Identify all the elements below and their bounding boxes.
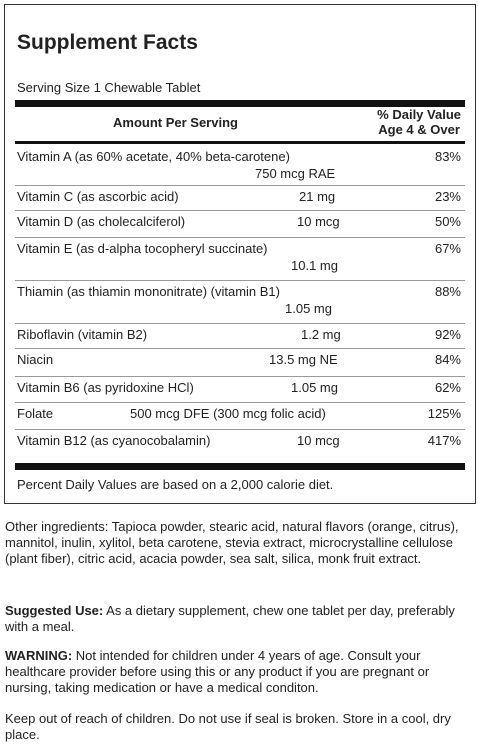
nutrient-amount: 1.05 mg	[285, 301, 332, 316]
nutrient-dv: 50%	[434, 214, 461, 229]
nutrient-dv: 92%	[434, 327, 461, 342]
nutrient-row: Vitamin E (as d-alpha tocopheryl succina…	[15, 237, 465, 281]
supplement-facts-panel: Supplement Facts Serving Size 1 Chewable…	[4, 4, 476, 504]
nutrient-name: Vitamin B6 (as pyridoxine HCl)	[17, 380, 194, 395]
nutrient-name: Folate	[17, 406, 54, 421]
nutrient-dv: 88%	[434, 284, 461, 299]
serving-size: Serving Size 1 Chewable Tablet	[17, 80, 201, 95]
nutrient-dv: 417%	[427, 433, 461, 448]
nutrient-dv: 67%	[434, 241, 461, 256]
daily-value-footnote: Percent Daily Values are based on a 2,00…	[17, 477, 334, 492]
daily-value-header-line1: % Daily Value	[377, 107, 461, 122]
nutrient-row: Vitamin C (as ascorbic acid) 21 mg 23%	[15, 185, 465, 211]
nutrient-dv: 23%	[434, 189, 461, 204]
nutrient-row: Vitamin D (as cholecalciferol) 10 mcg 50…	[15, 210, 465, 238]
nutrient-name: Vitamin A (as 60% acetate, 40% beta-caro…	[17, 149, 290, 164]
nutrient-name: Vitamin C (as ascorbic acid)	[17, 189, 179, 204]
amount-per-serving-header: Amount Per Serving	[113, 115, 238, 130]
nutrient-row: Vitamin B6 (as pyridoxine HCl) 1.05 mg 6…	[15, 376, 465, 403]
daily-value-header-line2: Age 4 & Over	[378, 122, 460, 137]
nutrient-amount: 10 mcg	[297, 214, 340, 229]
nutrient-row: Niacin 13.5 mg NE 84%	[15, 348, 465, 377]
nutrient-row: Thiamin (as thiamin mononitrate) (vitami…	[15, 280, 465, 324]
nutrient-amount: 21 mg	[299, 189, 336, 204]
nutrient-name: Niacin	[17, 352, 54, 367]
nutrient-row: Folate 500 mcg DFE (300 mcg folic acid) …	[15, 402, 465, 430]
storage-instructions: Keep out of reach of children. Do not us…	[5, 711, 451, 742]
nutrient-dv: 84%	[434, 352, 461, 367]
nutrient-name: Riboflavin (vitamin B2)	[17, 327, 148, 342]
nutrient-amount: 1.2 mg	[301, 327, 341, 342]
nutrient-row: Vitamin A (as 60% acetate, 40% beta-caro…	[15, 145, 465, 186]
nutrient-name: Vitamin B12 (as cyanocobalamin)	[17, 433, 211, 448]
warning-text: Not intended for children under 4 years …	[5, 648, 430, 695]
other-ingredients: Other ingredients: Tapioca powder, stear…	[5, 519, 459, 566]
nutrient-amount: 1.05 mg	[291, 380, 338, 395]
nutrient-amount: 10 mcg	[297, 433, 340, 448]
suggested-use: Suggested Use: As a dietary supplement, …	[5, 603, 475, 635]
nutrient-amount: 500 mcg DFE (300 mcg folic acid)	[130, 406, 326, 421]
warning: WARNING: Not intended for children under…	[5, 648, 475, 696]
nutrient-name: Vitamin D (as cholecalciferol)	[17, 214, 186, 229]
nutrient-dv: 62%	[434, 380, 461, 395]
warning-label: WARNING:	[5, 648, 73, 663]
suggested-use-text: As a dietary supplement, chew one tablet…	[5, 603, 455, 634]
bottom-divider	[15, 463, 465, 470]
nutrient-dv: 125%	[427, 406, 461, 421]
suggested-use-label: Suggested Use:	[5, 603, 104, 618]
nutrient-amount: 13.5 mg NE	[269, 352, 338, 367]
daily-value-header: % Daily Value Age 4 & Over	[377, 107, 461, 137]
nutrient-row: Vitamin B12 (as cyanocobalamin) 10 mcg 4…	[15, 429, 465, 459]
nutrient-name: Vitamin E (as d-alpha tocopheryl succina…	[17, 241, 268, 256]
nutrient-amount: 10.1 mg	[291, 258, 338, 273]
header-divider	[15, 141, 465, 144]
panel-title: Supplement Facts	[17, 31, 198, 54]
nutrient-dv: 83%	[434, 149, 461, 164]
nutrient-amount: 750 mcg RAE	[255, 166, 336, 181]
nutrient-name: Thiamin (as thiamin mononitrate) (vitami…	[17, 284, 280, 299]
nutrient-row: Riboflavin (vitamin B2) 1.2 mg 92%	[15, 323, 465, 349]
thick-divider	[15, 100, 465, 107]
